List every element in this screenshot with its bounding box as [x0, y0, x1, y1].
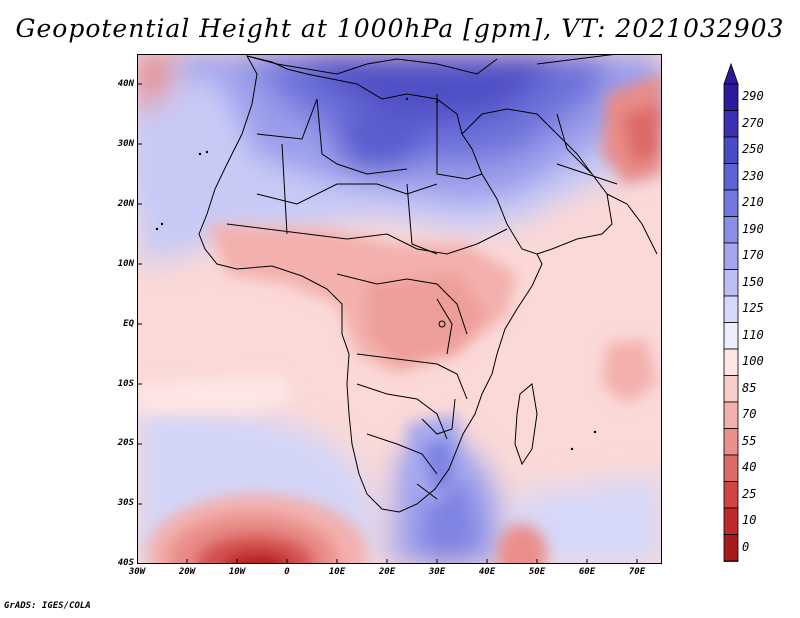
colorbar-label: 70	[742, 407, 757, 422]
lat-label-30n: 30N	[117, 139, 134, 149]
lon-label-30w: 30W	[128, 567, 146, 577]
grads-credit: GrADS: IGES/COLA	[4, 601, 91, 611]
field-north-high	[137, 54, 662, 234]
lat-label-40n: 40N	[117, 79, 134, 89]
lon-label-60e: 60E	[578, 567, 596, 577]
lon-label-50e: 50E	[528, 567, 546, 577]
colorbar-label: 40	[742, 460, 757, 475]
lon-label-0: 0	[284, 567, 290, 577]
colorbar-swatch	[723, 454, 739, 482]
colorbar	[718, 62, 798, 583]
colorbar-label: 10	[742, 513, 757, 528]
map-frame	[137, 54, 662, 564]
lon-label-20e: 20E	[378, 567, 396, 577]
colorbar-swatch	[723, 242, 739, 270]
colorbar-top-arrow	[723, 62, 739, 85]
colorbar-label: 110	[742, 327, 764, 342]
geopotential-map	[137, 54, 662, 564]
lat-label-30s: 30S	[117, 498, 134, 508]
map-title: Geopotential Height at 1000hPa [gpm], VT…	[15, 14, 785, 43]
colorbar-swatch	[723, 136, 739, 164]
colorbar-label: 170	[742, 248, 764, 263]
colorbar-swatch	[723, 348, 739, 376]
colorbar-swatch	[723, 216, 739, 244]
colorbar-swatch	[723, 481, 739, 509]
field-central-low	[137, 224, 657, 414]
colorbar-label: 150	[742, 274, 764, 289]
colorbar-bottom-arrow	[723, 560, 739, 583]
colorbar-label: 290	[742, 89, 764, 104]
colorbar-label: 190	[742, 221, 764, 236]
colorbar-label: 25	[742, 486, 757, 501]
colorbar-swatch	[723, 269, 739, 297]
field-atlantic	[137, 54, 247, 264]
colorbar-label: 270	[742, 115, 764, 130]
colorbar-label: 210	[742, 195, 764, 210]
axis-ticks	[137, 83, 638, 564]
colorbar-swatch	[723, 110, 739, 138]
lat-label-20s: 20S	[117, 438, 134, 448]
lon-label-40e: 40E	[478, 567, 496, 577]
colorbar-swatch	[723, 295, 739, 323]
colorbar-label: 0	[742, 539, 750, 554]
colorbar-swatches	[723, 62, 739, 583]
field-southern-high	[407, 414, 467, 504]
colorbar-swatch	[723, 534, 739, 562]
colorbar-label: 100	[742, 354, 764, 369]
lon-label-10e: 10E	[328, 567, 346, 577]
lon-label-20w: 20W	[178, 567, 196, 577]
lon-label-30e: 30E	[428, 567, 446, 577]
colorbar-swatch	[723, 322, 739, 350]
colorbar-swatch	[723, 189, 739, 217]
lat-label-10n: 10N	[117, 259, 134, 269]
colorbar-swatch	[723, 163, 739, 191]
colorbar-swatch	[723, 428, 739, 456]
lat-label-10s: 10S	[117, 379, 134, 389]
colorbar-swatch	[723, 375, 739, 403]
field-southwest-low	[147, 494, 547, 564]
colorbar-label: 250	[742, 142, 764, 157]
colorbar-label: 55	[742, 433, 757, 448]
lat-label-40s: 40S	[117, 558, 134, 568]
lon-label-10w: 10W	[228, 567, 246, 577]
colorbar-swatch	[723, 83, 739, 111]
colorbar-swatch	[723, 401, 739, 429]
field-asia-low	[602, 74, 662, 184]
colorbar-label: 230	[742, 168, 764, 183]
colorbar-label: 125	[742, 301, 764, 316]
lat-label-20n: 20N	[117, 199, 134, 209]
colorbar-swatch	[723, 507, 739, 535]
coastlines	[198, 54, 658, 513]
lakes-islands	[155, 97, 597, 451]
lon-label-70e: 70E	[628, 567, 646, 577]
colorbar-label: 85	[742, 380, 757, 395]
lat-label-eq: EQ	[123, 319, 134, 329]
